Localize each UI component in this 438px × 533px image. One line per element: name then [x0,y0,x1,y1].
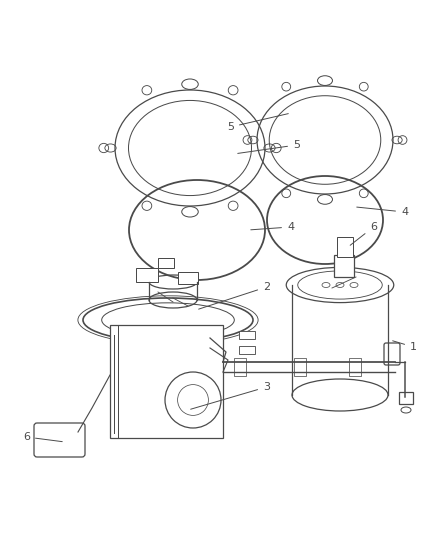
Bar [239,331,255,339]
FancyBboxPatch shape [34,423,85,457]
Bar [239,346,255,354]
Bar [349,358,361,376]
Text: 5: 5 [227,114,288,132]
Text: 4: 4 [251,222,294,232]
Bar [110,325,223,438]
Bar [178,272,198,284]
Bar [234,358,246,376]
Bar [136,268,158,282]
Text: 6: 6 [350,222,377,245]
Bar [334,255,354,277]
Text: 4: 4 [357,207,408,217]
Bar [294,358,306,376]
Text: 1: 1 [392,341,417,352]
Text: 3: 3 [191,382,270,409]
Text: 6: 6 [23,432,62,442]
Bar [158,258,174,268]
Text: 5: 5 [238,140,300,154]
Bar [399,392,413,404]
Text: 2: 2 [199,282,270,309]
FancyBboxPatch shape [384,343,400,365]
Bar [337,237,353,257]
